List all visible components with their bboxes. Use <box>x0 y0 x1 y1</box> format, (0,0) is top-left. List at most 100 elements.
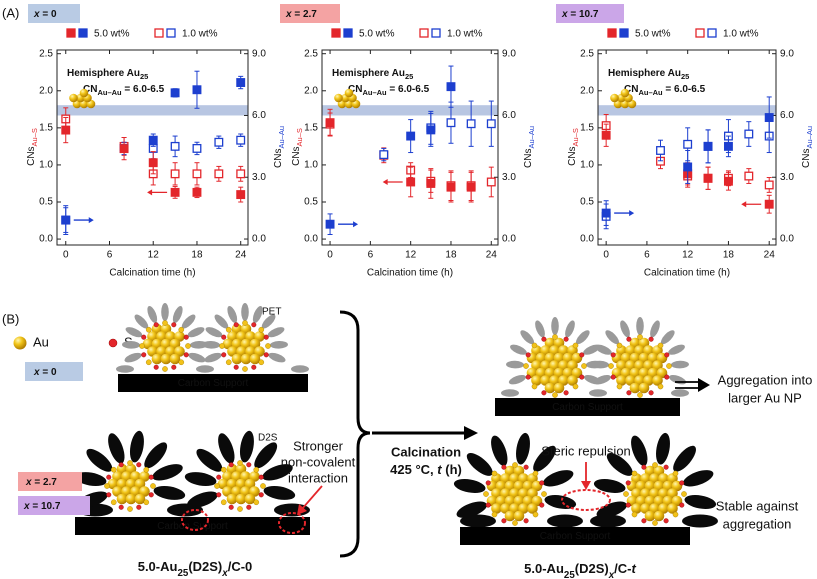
text-part: 5.0-Au <box>138 559 178 574</box>
legend-label: 5.0 wt% <box>635 29 671 40</box>
ligand <box>684 495 717 509</box>
s-atom <box>539 502 545 508</box>
au-atom <box>235 493 247 505</box>
text-part: t <box>437 462 442 477</box>
highlight <box>181 509 209 531</box>
ligand <box>650 320 660 338</box>
data-point <box>170 187 180 197</box>
ligand <box>544 495 577 509</box>
au-atom <box>552 392 558 398</box>
ligand <box>460 514 496 528</box>
highlight <box>278 512 306 534</box>
x-tick-label: 24 <box>235 250 247 261</box>
ligand <box>670 360 689 369</box>
text-part: x <box>33 367 40 378</box>
s-atom <box>648 336 654 342</box>
au-atom <box>552 334 558 340</box>
s-atom <box>118 462 124 468</box>
text-part: = 6.0-6.5 <box>122 84 165 95</box>
y-tick-label: 1.5 <box>580 122 594 133</box>
x-axis-label: Calcination time (h) <box>367 268 453 279</box>
data-point <box>325 219 335 229</box>
text-part: CNs <box>273 149 284 168</box>
s-atom <box>263 334 269 340</box>
legend-marker <box>343 28 353 38</box>
y-tick-label: 2.0 <box>580 85 594 96</box>
data-point <box>192 169 202 179</box>
annotation: Hemisphere Au25 <box>332 68 413 82</box>
ligand <box>267 327 285 338</box>
s-atom <box>183 352 189 358</box>
s-atom <box>523 464 529 470</box>
data-point <box>214 137 224 147</box>
au-atom <box>244 493 256 505</box>
s-atom <box>663 464 669 470</box>
annotation: Steric repulsion <box>541 443 631 458</box>
s-atom <box>523 518 529 524</box>
y-tick-label: 2.5 <box>39 48 53 59</box>
x-tick-label: 6 <box>368 250 374 261</box>
y-tick-label: 0.0 <box>580 234 594 245</box>
au-atom <box>513 510 525 522</box>
x-tick-label: 0 <box>63 250 69 261</box>
s-atom <box>136 462 142 468</box>
au-atom <box>631 470 638 477</box>
au-atom <box>616 383 623 390</box>
au-atom <box>667 503 678 514</box>
ligand <box>218 433 235 464</box>
text-part: (h) <box>442 462 462 477</box>
s-atom <box>625 480 631 486</box>
data-point <box>170 169 180 179</box>
au-atom <box>483 491 489 497</box>
data-point <box>486 177 496 187</box>
text-part: Au–Au <box>362 88 387 97</box>
au-atom <box>652 520 658 526</box>
ligand <box>125 327 143 338</box>
brace <box>339 310 371 558</box>
au-atom <box>220 466 227 473</box>
au-atom <box>150 483 156 489</box>
ligand <box>606 453 633 476</box>
text-part: /C- <box>614 561 631 576</box>
text-part: = 0 <box>40 9 57 20</box>
x-tick-label: 18 <box>445 250 457 261</box>
au-atom <box>242 366 248 372</box>
plot-frame <box>597 49 777 246</box>
tag: x = 0 <box>33 9 57 20</box>
text-part: = 6.0-6.5 <box>387 84 430 95</box>
ligand <box>551 317 559 335</box>
tag: x = 2.7 <box>285 9 317 20</box>
legend-marker <box>66 28 76 38</box>
ligand <box>491 435 508 466</box>
au-atom <box>532 470 539 477</box>
legend-marker <box>154 28 164 38</box>
x-axis-label: Calcination time (h) <box>644 268 730 279</box>
y2-axis-label: CNsAu–Au <box>273 126 287 168</box>
text-part: 25 <box>140 72 148 81</box>
band <box>322 105 498 116</box>
carbon-support <box>495 398 680 416</box>
ligand <box>134 314 149 329</box>
legend-marker <box>695 28 705 38</box>
au-atom <box>523 363 529 369</box>
legend-marker <box>431 28 441 38</box>
data-point <box>466 182 476 192</box>
ligand <box>636 317 644 335</box>
au-atom <box>491 511 498 518</box>
x-tick-label: 18 <box>723 250 735 261</box>
x-tick-label: 24 <box>764 250 776 261</box>
caption: 5.0-Au25(D2S)x/C-t <box>524 561 636 579</box>
data-point <box>119 144 129 154</box>
au-atom <box>666 363 672 369</box>
legend-marker <box>166 28 176 38</box>
annotation: Hemisphere Au25 <box>608 68 689 82</box>
tag: x = 0 <box>33 367 57 378</box>
au-atom <box>116 493 128 505</box>
data-point <box>446 82 456 92</box>
ligand <box>593 479 626 493</box>
s-atom <box>626 390 632 396</box>
annotation: non-covalent <box>281 454 356 469</box>
au-legend <box>13 336 27 350</box>
ligand <box>595 344 612 355</box>
data-point <box>192 187 202 197</box>
